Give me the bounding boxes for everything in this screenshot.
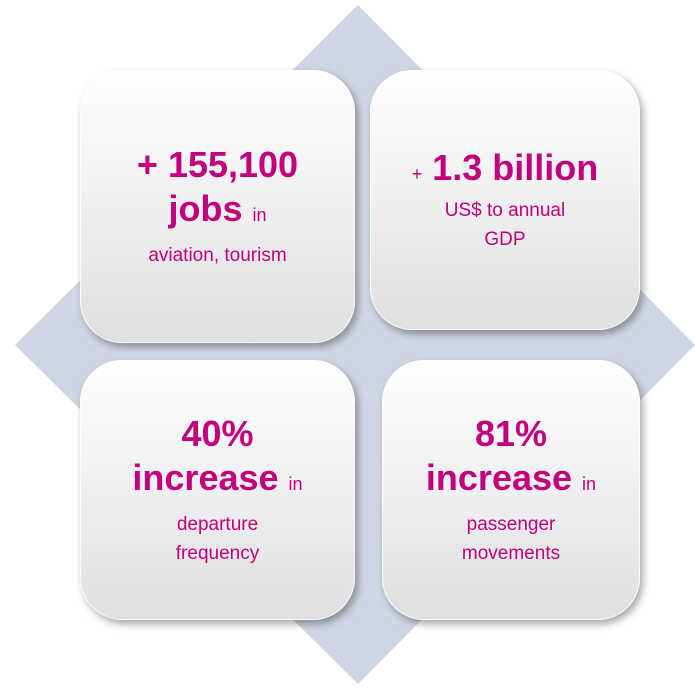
card-detail: aviation, tourism bbox=[148, 245, 287, 266]
card-connector: in bbox=[252, 205, 267, 225]
card-headline-row: jobs in bbox=[168, 187, 266, 237]
card: 81% increase in passenger movements bbox=[382, 360, 640, 620]
card-headline-row: increase in bbox=[426, 456, 596, 506]
card-lead: 40% bbox=[181, 413, 254, 454]
card-detail: frequency bbox=[175, 543, 260, 564]
card-detail: movements bbox=[461, 543, 561, 564]
card-connector: in bbox=[288, 474, 303, 494]
card-headline: increase bbox=[425, 457, 573, 498]
card-detail: departure bbox=[176, 514, 259, 535]
card: 40% increase in departure frequency bbox=[80, 360, 355, 620]
card: + 155,100 jobs in aviation, tourism bbox=[80, 70, 355, 343]
card-lead-row: + 1.3 billion bbox=[412, 146, 599, 196]
card-lead: + 155,100 bbox=[136, 144, 299, 185]
card-detail: GDP bbox=[484, 229, 526, 250]
card-lead: 81% bbox=[474, 413, 548, 454]
card-detail: US$ to annual bbox=[444, 200, 566, 221]
card-detail: passenger bbox=[466, 514, 556, 535]
card-prefix: + bbox=[411, 164, 423, 184]
card: + 1.3 billion US$ to annual GDP bbox=[370, 70, 640, 330]
card-lead: 1.3 billion bbox=[432, 147, 599, 188]
card-headline-row: increase in bbox=[132, 456, 302, 506]
card-headline: increase bbox=[132, 457, 279, 498]
card-connector: in bbox=[582, 474, 597, 494]
card-headline: jobs bbox=[168, 188, 243, 229]
